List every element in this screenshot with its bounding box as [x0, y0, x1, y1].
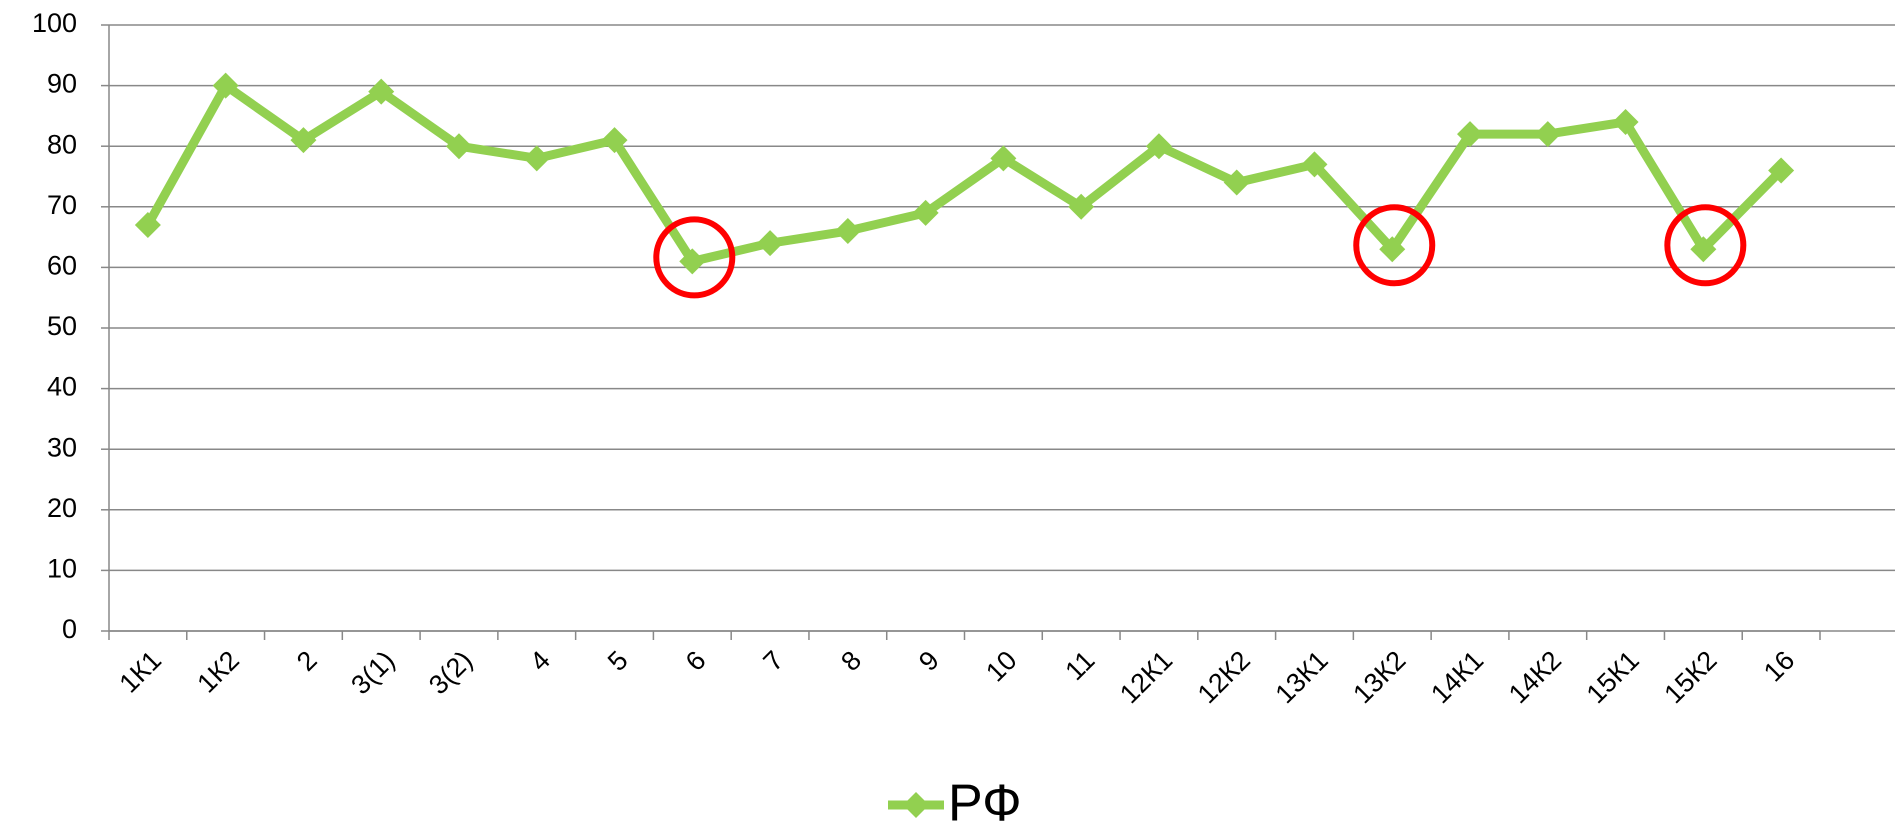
- x-tick-label: 8: [835, 645, 867, 677]
- data-point: [912, 199, 939, 226]
- y-tick-label: 50: [47, 311, 77, 341]
- data-point: [757, 230, 784, 257]
- data-point: [679, 248, 706, 275]
- data-point: [212, 72, 239, 99]
- data-point: [1768, 157, 1795, 184]
- x-tick-label: 11: [1059, 645, 1100, 686]
- y-tick-label: 80: [47, 129, 77, 159]
- data-point: [990, 145, 1017, 172]
- highlight-circle: [1664, 204, 1747, 287]
- x-tick-label: 16: [1758, 645, 1800, 687]
- x-tick-label: 15К2: [1658, 645, 1722, 709]
- y-tick-label: 90: [47, 69, 77, 99]
- x-tick-label: 12К1: [1114, 645, 1178, 709]
- data-point: [1068, 193, 1095, 220]
- data-point: [134, 211, 161, 238]
- y-tick-label: 20: [47, 493, 77, 523]
- x-tick-label: 3(1): [345, 645, 400, 700]
- data-point: [1379, 236, 1406, 263]
- legend-marker: [903, 792, 929, 818]
- x-tick-label: 12К2: [1192, 645, 1256, 709]
- x-tick-label: 9: [913, 645, 945, 677]
- x-tick-label: 1К1: [114, 645, 168, 699]
- highlight-circle: [653, 216, 736, 299]
- data-point: [1612, 108, 1639, 135]
- data-point: [368, 78, 395, 105]
- x-tick-label: 2: [291, 645, 323, 677]
- legend-label: РФ: [948, 775, 1022, 829]
- y-tick-label: 30: [47, 432, 77, 462]
- x-tick-label: 13К2: [1347, 645, 1411, 709]
- data-point: [1457, 121, 1484, 148]
- y-tick-label: 60: [47, 251, 77, 281]
- data-point: [1145, 133, 1172, 160]
- x-tick-label: 7: [758, 645, 790, 677]
- data-point: [601, 127, 628, 154]
- data-point: [445, 133, 472, 160]
- x-tick-label: 13К1: [1270, 645, 1334, 709]
- data-point: [1223, 169, 1250, 196]
- x-tick-label: 15К1: [1581, 645, 1645, 709]
- x-tick-label: 4: [524, 645, 556, 677]
- x-tick-label: 14К2: [1503, 645, 1567, 709]
- legend-item: РФ: [888, 775, 1022, 829]
- x-tick-label: 14К1: [1425, 645, 1489, 709]
- data-point: [523, 145, 550, 172]
- x-tick-label: 5: [602, 645, 634, 677]
- x-tick-label: 1К2: [191, 645, 245, 699]
- x-tick-label: 3(2): [423, 645, 478, 700]
- data-point: [834, 218, 861, 245]
- y-tick-label: 0: [62, 614, 77, 644]
- series-line: [143, 81, 1785, 266]
- data-point: [1534, 121, 1561, 148]
- y-tick-label: 70: [47, 190, 77, 220]
- y-tick-label: 40: [47, 372, 77, 402]
- data-point: [290, 127, 317, 154]
- y-tick-label: 10: [47, 554, 77, 584]
- y-tick-label: 100: [32, 8, 77, 38]
- highlight-circle: [1353, 204, 1436, 287]
- x-tick-label: 10: [980, 645, 1022, 687]
- data-point: [1301, 151, 1328, 178]
- data-point: [1690, 236, 1717, 263]
- x-tick-label: 6: [680, 645, 712, 677]
